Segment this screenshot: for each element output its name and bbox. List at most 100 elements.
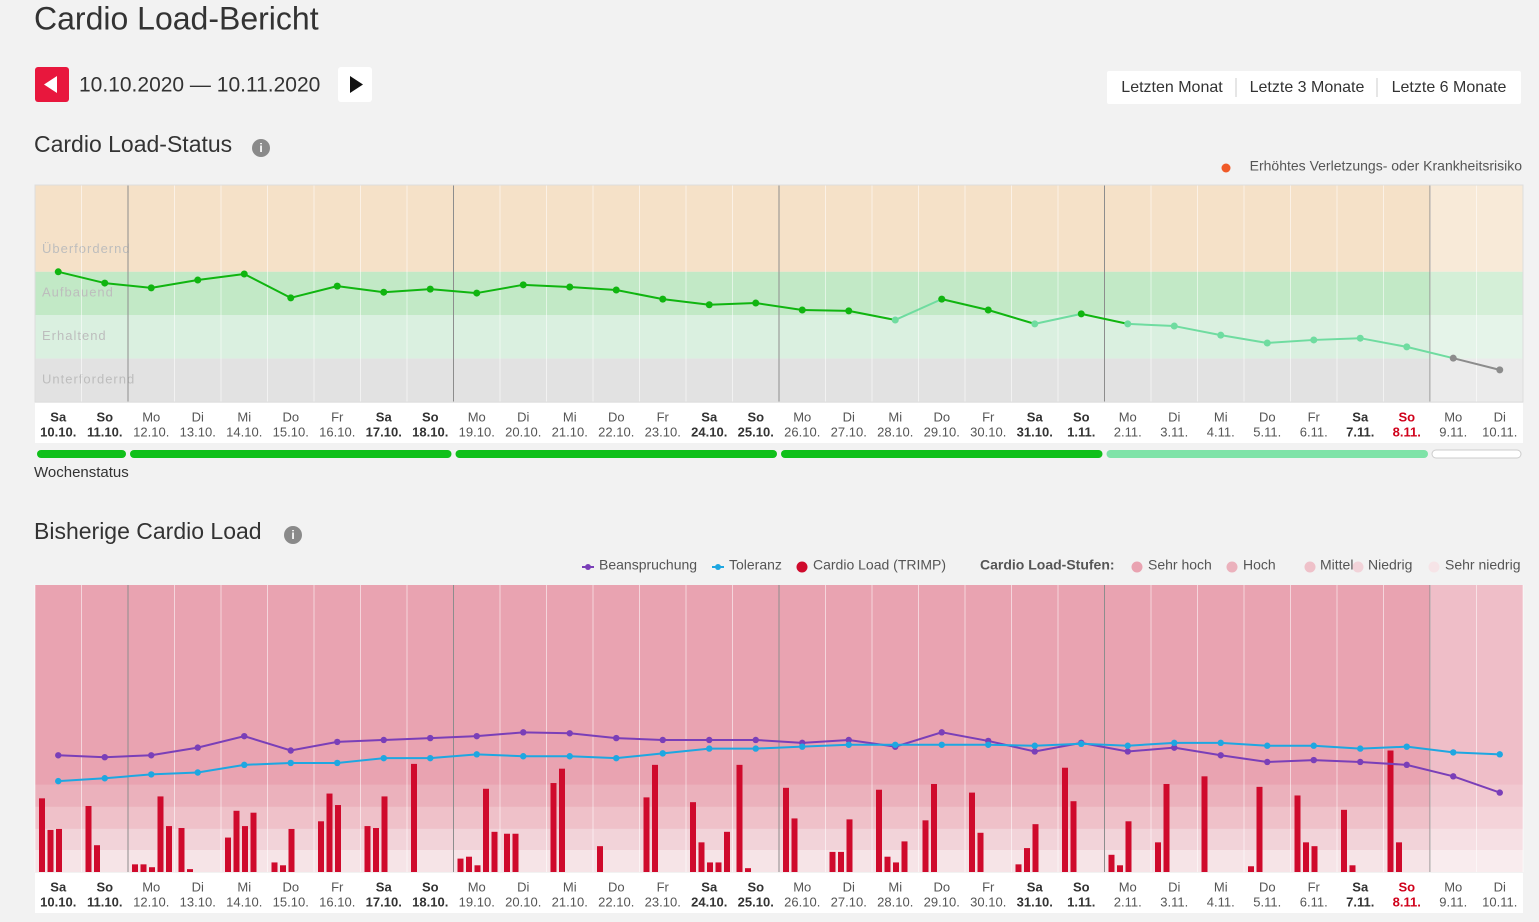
status-segment <box>1034 312 1082 325</box>
weekday-label: Sa <box>50 879 67 894</box>
series-point <box>1496 751 1503 758</box>
weekday-label: Fr <box>1308 409 1321 424</box>
date-label: 28.10. <box>877 894 913 909</box>
series-point <box>1217 739 1224 747</box>
load-bar <box>140 864 147 872</box>
date-label: 30.10. <box>970 894 1006 909</box>
date-label: 11.10. <box>87 894 122 909</box>
weekday-label: So <box>1398 409 1415 424</box>
legend-marker <box>585 564 591 570</box>
legend-label: Sehr hoch <box>1148 557 1212 573</box>
status-segment <box>569 285 617 292</box>
status-point <box>380 288 388 296</box>
chart-frame <box>34 184 1524 403</box>
load-bar <box>466 856 472 872</box>
status-point <box>891 316 899 324</box>
info-icon[interactable] <box>252 139 270 157</box>
status-point <box>659 295 667 303</box>
zone-label: Überfordernd <box>42 241 131 256</box>
status-segment <box>894 298 943 321</box>
status-point <box>566 283 574 291</box>
load-bar <box>1349 865 1356 872</box>
status-point <box>473 289 481 297</box>
status-segment <box>197 272 245 282</box>
status-point <box>1310 336 1318 344</box>
legend-marker <box>1304 561 1316 573</box>
range-option[interactable]: Letzte 3 Monate <box>1250 79 1365 96</box>
series-point <box>148 771 155 778</box>
range-option[interactable]: Letzten Monat <box>1121 79 1223 96</box>
weekday-label: Do <box>933 879 950 894</box>
date-label: 19.10. <box>459 894 495 909</box>
series-point <box>659 736 666 744</box>
load-bar <box>1117 865 1123 872</box>
weekday-label: Di <box>843 409 855 424</box>
status-segment <box>1360 337 1407 348</box>
date-label: 23.10. <box>645 894 681 909</box>
load-bar <box>559 768 565 872</box>
date-label: 15.10. <box>273 894 309 909</box>
series-point <box>148 752 155 759</box>
weekday-label: Mo <box>793 409 811 424</box>
date-label: 20.10. <box>505 894 541 909</box>
load-bar <box>1294 795 1301 872</box>
status-point <box>612 286 620 294</box>
status-segment <box>1453 357 1500 371</box>
weekday-label: So <box>422 409 439 424</box>
weekday-label: Mi <box>888 409 902 424</box>
status-segment <box>58 270 105 285</box>
week-status-bar <box>455 450 777 458</box>
status-point <box>1403 343 1411 351</box>
date-label: 9.11. <box>1439 894 1467 909</box>
series-point <box>194 769 201 776</box>
weekday-label: Mo <box>1444 409 1462 424</box>
series-point <box>566 753 573 760</box>
status-segment <box>290 285 338 299</box>
week-status-bar <box>37 450 126 458</box>
load-bar <box>1387 750 1394 872</box>
date-label: 21.10. <box>552 424 588 439</box>
series-point <box>1310 756 1317 764</box>
load-bar <box>1396 842 1402 872</box>
series-point <box>1124 748 1131 755</box>
series-point <box>101 754 108 761</box>
status-point <box>705 301 713 309</box>
load-bar <box>411 763 417 872</box>
status-point <box>1124 320 1132 328</box>
date-label: 12.10. <box>133 894 169 909</box>
status-point <box>1170 322 1178 330</box>
date-label: 31.10. <box>1017 424 1053 439</box>
series-point <box>194 744 201 751</box>
series-point <box>287 747 294 754</box>
status-point <box>1217 331 1225 339</box>
series-point <box>845 741 852 748</box>
status-segment <box>709 302 756 306</box>
note-dot <box>1221 163 1231 173</box>
date-label: 30.10. <box>970 424 1006 439</box>
series-point <box>380 736 387 744</box>
series-point <box>1264 742 1271 749</box>
weekday-label: Mo <box>793 879 811 894</box>
date-label: 13.10. <box>180 424 216 439</box>
weekday-label: Sa <box>376 409 393 424</box>
weekday-label: Di <box>1168 879 1180 894</box>
levels-title: Cardio Load-Stufen: <box>980 557 1115 573</box>
date-label: 10.10. <box>40 424 76 439</box>
range-option[interactable]: Letzte 6 Monate <box>1392 79 1507 96</box>
load-bar <box>491 831 498 872</box>
load-bar <box>1201 776 1208 872</box>
load-bar <box>745 868 751 872</box>
weekday-label: Do <box>1259 409 1276 424</box>
date-label: 11.10. <box>87 424 122 439</box>
series-point <box>1450 749 1457 756</box>
week-status-bar <box>1106 450 1428 458</box>
load-bar <box>783 787 789 872</box>
date-label: 24.10. <box>691 424 727 439</box>
load-bar <box>132 864 138 872</box>
date-label: 10.10. <box>40 894 76 909</box>
load-bar <box>149 867 155 872</box>
info-icon[interactable] <box>284 526 302 544</box>
weekday-label: Sa <box>376 879 393 894</box>
weekday-label: Mi <box>563 409 577 424</box>
